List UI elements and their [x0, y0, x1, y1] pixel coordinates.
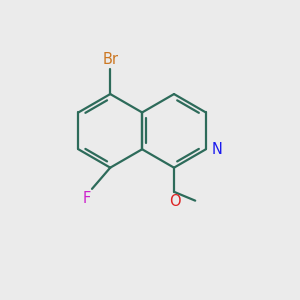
Text: Br: Br: [102, 52, 118, 67]
Text: F: F: [82, 191, 91, 206]
Text: N: N: [211, 142, 222, 157]
Text: O: O: [169, 194, 180, 208]
